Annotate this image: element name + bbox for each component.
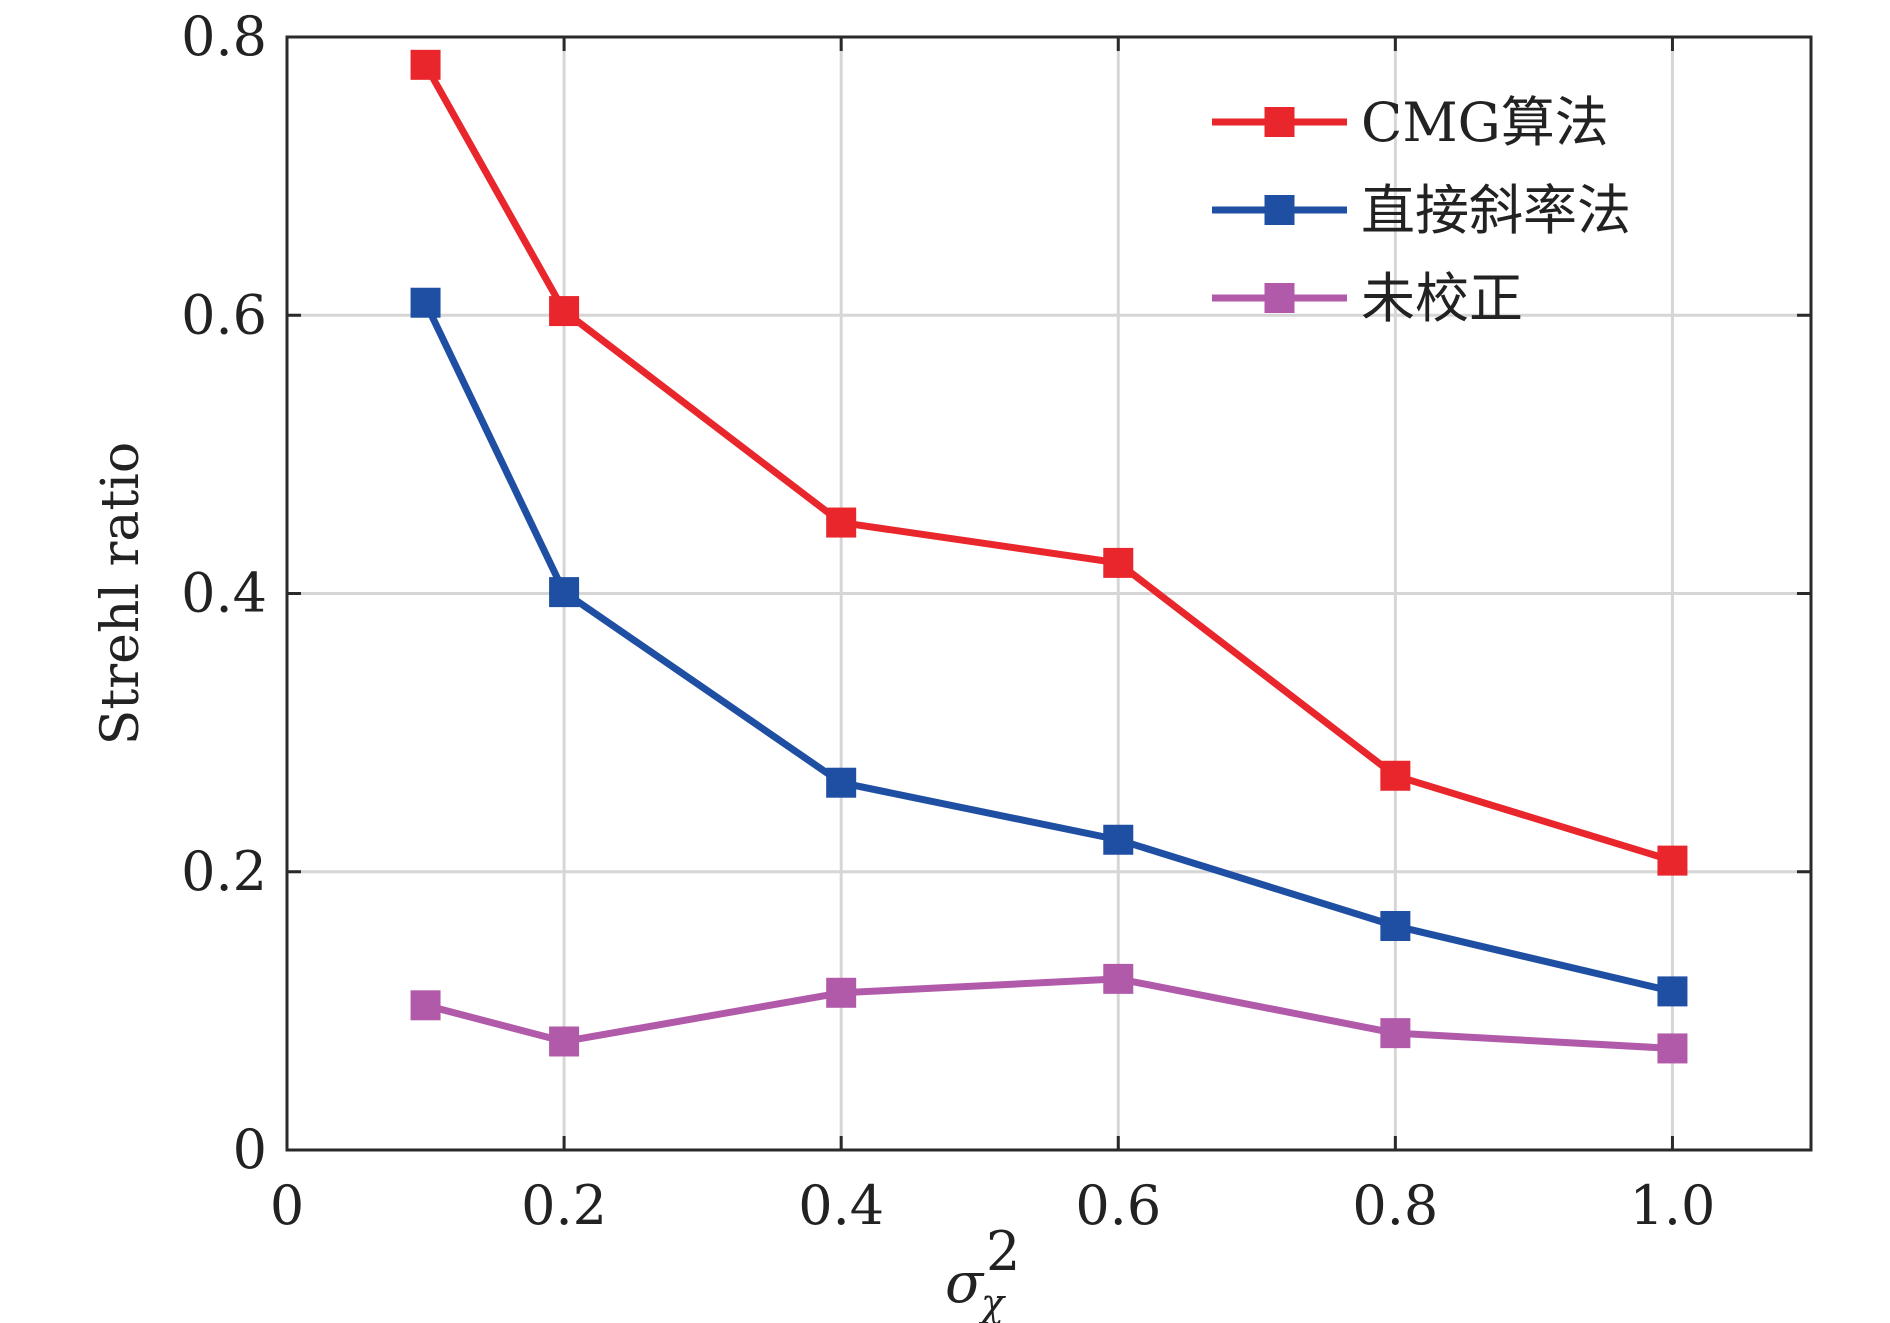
x-axis-title-symbol: σ	[945, 1251, 985, 1316]
data-point-marker	[1103, 824, 1134, 855]
legend-marker-swatch	[1264, 283, 1295, 313]
y-tick-label: 0.2	[181, 840, 267, 903]
data-point-marker	[1380, 1018, 1411, 1049]
y-axis-title: Strehl ratio	[91, 442, 151, 746]
legend-marker-swatch	[1264, 107, 1295, 137]
grid-lines	[287, 37, 1811, 1150]
data-point-marker	[1380, 911, 1411, 942]
data-point-marker	[410, 990, 441, 1021]
data-point-marker	[826, 977, 857, 1008]
axis-ticks: 0 0.2 0.4 0.6 0.8 1.0 0 0.2 0.4 0.6 0.8	[181, 5, 1811, 1237]
data-point-marker	[1103, 547, 1134, 578]
legend-marker-swatch	[1264, 195, 1295, 225]
legend-label: 未校正	[1361, 267, 1523, 330]
legend-label: CMG算法	[1361, 91, 1609, 154]
data-point-marker	[549, 577, 580, 608]
series-1	[410, 49, 1688, 876]
legend-item: 直接斜率法	[1212, 179, 1631, 242]
y-tick-label: 0.4	[181, 562, 267, 625]
data-point-marker	[549, 296, 580, 327]
data-point-marker	[826, 507, 857, 538]
legend-item: CMG算法	[1212, 91, 1609, 154]
x-tick-label: 0.2	[521, 1174, 607, 1237]
legend-item: 未校正	[1212, 267, 1523, 330]
x-axis-title: σ	[945, 1251, 985, 1316]
x-axis-title-superscript: 2	[986, 1220, 1020, 1283]
data-point-marker	[410, 49, 441, 80]
data-point-marker	[826, 767, 857, 798]
data-point-marker	[1657, 1033, 1688, 1064]
data-point-marker	[410, 287, 441, 318]
x-tick-label: 0.6	[1075, 1174, 1161, 1237]
data-point-marker	[1657, 976, 1688, 1007]
y-tick-label: 0.8	[181, 5, 267, 68]
legend-label: 直接斜率法	[1361, 179, 1631, 242]
series-2	[410, 287, 1688, 1007]
x-tick-label: 0.8	[1352, 1174, 1438, 1237]
y-tick-label: 0.6	[181, 283, 267, 346]
series-lines	[410, 49, 1688, 1064]
x-tick-label: 0	[270, 1174, 304, 1237]
series-line	[422, 63, 1674, 864]
series-line	[422, 301, 1674, 995]
data-point-marker	[1380, 760, 1411, 791]
series-line	[424, 975, 1673, 1052]
data-point-marker	[1103, 963, 1134, 994]
x-axis-title-subscript: χ	[978, 1281, 1006, 1323]
series-3	[410, 963, 1688, 1064]
x-tick-label: 1.0	[1630, 1174, 1716, 1237]
data-point-marker	[549, 1026, 580, 1057]
x-tick-label: 0.4	[798, 1174, 884, 1237]
y-tick-label: 0	[233, 1118, 267, 1181]
data-point-marker	[1657, 845, 1688, 876]
